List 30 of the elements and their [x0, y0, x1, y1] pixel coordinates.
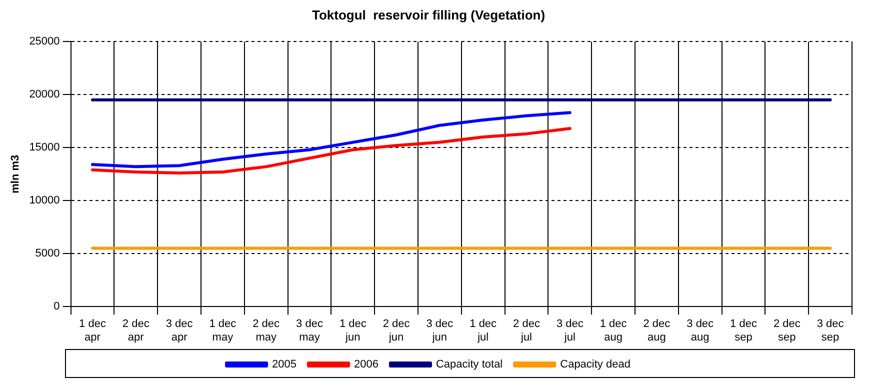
x-tick-label: 2 dec may — [252, 318, 280, 344]
y-tick-label: 0 — [54, 300, 60, 313]
y-tick-label: 15000 — [29, 142, 60, 154]
x-tick-label: 1 dec may — [209, 318, 237, 344]
x-tick-label: 3 dec apr — [166, 318, 194, 344]
x-tick-label: 1 dec apr — [79, 318, 106, 344]
x-tick-label: 2 dec apr — [122, 318, 150, 344]
chart-title: Toktogul reservoir filling (Vegetation) — [312, 7, 546, 22]
y-axis-title: mln m3 — [10, 154, 22, 194]
y-tick-label: 20000 — [29, 88, 60, 101]
x-tick-label: 3 dec jul — [556, 318, 584, 344]
x-tick-label: 2 dec jul — [513, 318, 540, 344]
x-tick-label: 3 dec aug — [686, 318, 714, 344]
y-tick-label: 5000 — [35, 248, 60, 260]
x-tick-label: 3 dec may — [296, 318, 324, 344]
legend-label: Capacity total — [436, 358, 503, 371]
legend-label: 2006 — [354, 358, 378, 371]
x-tick-label: 2 dec jun — [382, 318, 410, 344]
x-tick-label: 3 dec jun — [426, 318, 454, 344]
x-tick-label: 1 dec aug — [600, 318, 628, 344]
x-tick-label: 1 dec jul — [470, 318, 498, 344]
legend-label: Capacity dead — [560, 358, 630, 371]
x-tick-label: 1 dec sep — [730, 318, 758, 344]
x-tick-label: 2 dec aug — [643, 318, 671, 344]
x-tick-label: 2 dec sep — [773, 318, 801, 344]
y-tick-label: 10000 — [29, 194, 60, 207]
y-tick-label: 25000 — [29, 36, 60, 48]
x-tick-label: 1 dec jun — [339, 318, 367, 344]
legend-label: 2005 — [272, 358, 297, 371]
x-tick-label: 3 dec sep — [816, 318, 844, 344]
